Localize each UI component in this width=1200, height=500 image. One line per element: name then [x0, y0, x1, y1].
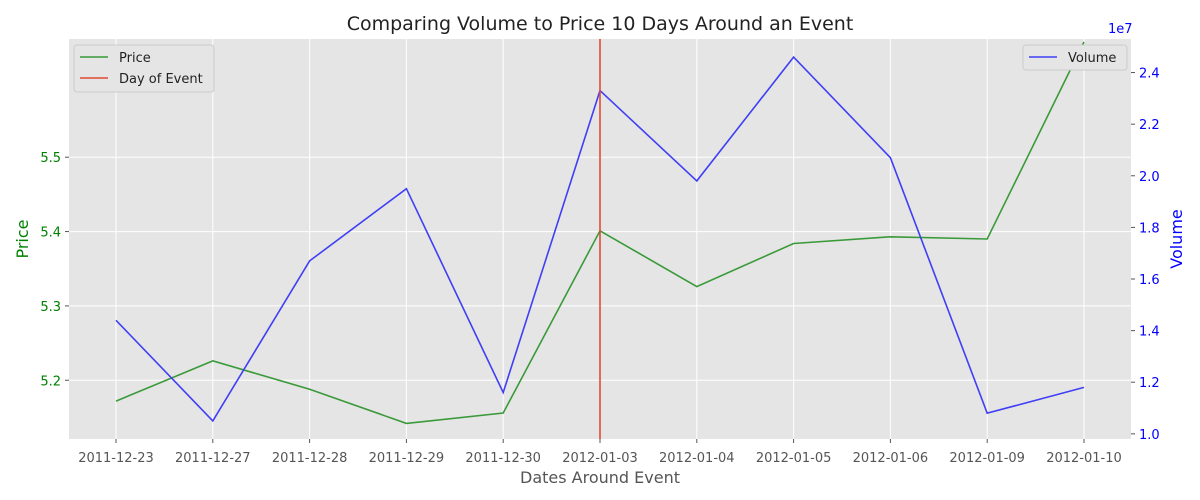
- x-tick-label: 2012-01-03: [562, 451, 638, 466]
- right-y-axis-title: Volume: [1167, 209, 1186, 269]
- x-tick-label: 2012-01-09: [949, 451, 1025, 466]
- x-tick-label: 2012-01-05: [756, 451, 832, 466]
- x-axis: 2011-12-23 2011-12-27 2011-12-28 2011-12-29…: [78, 439, 1122, 466]
- chart-title: Comparing Volume to Price 10 Days Around…: [347, 13, 854, 35]
- x-tick-label: 2011-12-23: [78, 451, 154, 466]
- right-y-axis: 1.0 1.2 1.4 1.6 1.8 2.0 2.2 2.4: [1131, 67, 1160, 443]
- right-y-tick-label: 1.4: [1139, 325, 1160, 340]
- x-tick-label: 2011-12-28: [272, 451, 348, 466]
- right-y-tick-label: 2.4: [1139, 67, 1160, 82]
- left-y-axis: 5.2 5.3 5.4 5.5: [40, 151, 69, 389]
- x-tick-label: 2012-01-10: [1046, 451, 1122, 466]
- left-y-tick-label: 5.5: [40, 151, 61, 166]
- left-y-tick-label: 5.3: [40, 300, 61, 315]
- legend-label-day-of-event: Day of Event: [119, 72, 203, 87]
- x-tick-label: 2011-12-27: [175, 451, 251, 466]
- right-y-tick-label: 1.2: [1139, 376, 1160, 391]
- right-y-tick-label: 1.8: [1139, 221, 1160, 236]
- legend-right: Volume: [1022, 44, 1128, 71]
- series-lines: [115, 39, 1085, 439]
- right-y-tick-label: 2.2: [1139, 118, 1160, 133]
- x-tick-label: 2011-12-29: [369, 451, 445, 466]
- x-tick-label: 2012-01-04: [659, 451, 735, 466]
- x-tick-label: 2011-12-30: [465, 451, 541, 466]
- legend-label-price: Price: [119, 51, 151, 66]
- legend-left: Price Day of Event: [73, 44, 215, 93]
- right-y-tick-label: 2.0: [1139, 170, 1160, 185]
- x-axis-title: Dates Around Event: [520, 468, 680, 487]
- left-y-tick-label: 5.2: [40, 374, 61, 389]
- x-tick-label: 2012-01-06: [853, 451, 929, 466]
- right-y-tick-label: 1.6: [1139, 273, 1160, 288]
- legend-label-volume: Volume: [1068, 51, 1116, 66]
- right-y-axis-offset-label: 1e7: [1108, 22, 1133, 37]
- right-y-tick-label: 1.0: [1139, 428, 1160, 443]
- left-y-tick-label: 5.4: [40, 226, 61, 241]
- left-y-axis-title: Price: [13, 219, 32, 258]
